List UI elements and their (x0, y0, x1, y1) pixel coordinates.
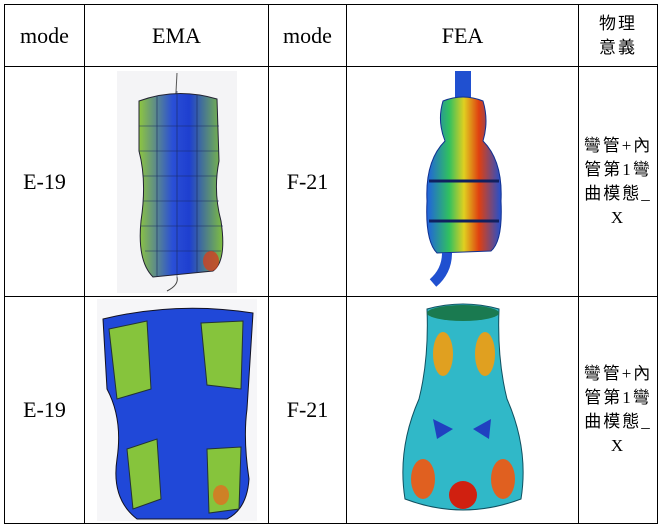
fea-image (393, 299, 533, 521)
mode-cell: F-21 (268, 296, 347, 524)
header-cell: mode (4, 4, 85, 67)
mode-cell: E-19 (4, 66, 85, 297)
mode-cell: E-19 (4, 296, 85, 524)
image-cell (84, 66, 269, 297)
ema-image (117, 71, 237, 293)
mode-cell: F-21 (268, 66, 347, 297)
image-cell (84, 296, 269, 524)
page: {"table":{"header":["mode","EMA","mode",… (0, 0, 662, 524)
header-cell: mode (268, 4, 347, 67)
meaning-cell: 彎管+內管第1彎曲模態_X (578, 296, 658, 524)
header-cell: EMA (84, 4, 269, 67)
image-cell (346, 296, 579, 524)
image-cell (346, 66, 579, 297)
ema-image (97, 299, 257, 521)
header-cell: 物理意義 (578, 4, 658, 67)
header-cell: FEA (346, 4, 579, 67)
meaning-cell: 彎管+內管第1彎曲模態_X (578, 66, 658, 297)
fea-image (403, 71, 523, 293)
